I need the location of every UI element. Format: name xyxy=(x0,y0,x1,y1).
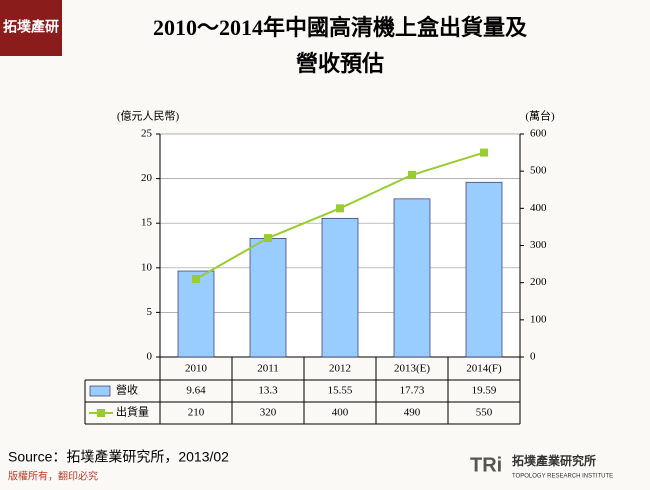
table-value: 210 xyxy=(188,407,205,419)
bar xyxy=(321,217,359,358)
y2-tick-label: 200 xyxy=(530,276,547,288)
x-tick-label: 2014(F) xyxy=(466,363,502,375)
y2-tick-label: 600 xyxy=(530,128,547,140)
y2-tick-label: 500 xyxy=(530,165,547,177)
y-tick-label: 10 xyxy=(141,261,153,273)
y2-tick-label: 100 xyxy=(530,313,547,325)
marker xyxy=(192,274,200,283)
marker xyxy=(264,234,272,243)
legend-swatch xyxy=(97,409,105,417)
logo-box xyxy=(0,0,62,56)
marker xyxy=(408,170,416,179)
logo-text: 拓墣產研 xyxy=(3,19,59,35)
table-value: 15.55 xyxy=(328,385,353,397)
x-tick-label: 2012 xyxy=(329,363,351,375)
table-value: 550 xyxy=(476,407,493,419)
y-tick-label: 25 xyxy=(141,128,153,140)
y2-tick-label: 400 xyxy=(530,202,547,214)
legend-swatch xyxy=(89,385,111,397)
y-axis-label: (億元人民幣) xyxy=(117,110,180,123)
x-tick-label: 2010 xyxy=(185,363,208,375)
brand-mark: TRi xyxy=(470,454,502,476)
brand-english: TOPOLOGY RESEARCH INSTITUTE xyxy=(512,474,613,480)
chart-title: 2010～2014年中國高清機上盒出貨量及 xyxy=(153,15,528,40)
marker xyxy=(480,148,488,157)
y-tick-label: 5 xyxy=(147,306,153,318)
y-tick-label: 20 xyxy=(141,172,153,184)
table-value: 17.73 xyxy=(400,385,425,397)
y-tick-label: 15 xyxy=(141,217,153,229)
bar xyxy=(177,270,215,358)
x-tick-label: 2013(E) xyxy=(394,363,430,375)
y-tick-label: 0 xyxy=(147,351,153,363)
marker xyxy=(336,204,344,213)
bar xyxy=(465,181,503,358)
bar xyxy=(393,198,431,358)
table-value: 9.64 xyxy=(186,385,206,397)
footer: 版權所有，翻印必究 xyxy=(8,470,98,483)
table-value: 490 xyxy=(404,407,421,419)
legend-label: 出貨量 xyxy=(116,405,149,419)
y2-tick-label: 0 xyxy=(530,351,536,363)
table-value: 13.3 xyxy=(258,385,278,397)
y2-tick-label: 300 xyxy=(530,239,547,251)
y2-axis-label: (萬台) xyxy=(525,109,555,123)
bar xyxy=(249,238,287,358)
table-value: 400 xyxy=(332,407,349,419)
legend-label: 營收 xyxy=(116,383,138,397)
x-tick-label: 2011 xyxy=(257,363,279,375)
table-value: 320 xyxy=(260,407,277,419)
brand-name: 拓墣產業研究所 xyxy=(512,453,596,468)
table-value: 19.59 xyxy=(472,385,497,397)
source: Source：拓墣產業研究所，2013/02 xyxy=(8,449,229,465)
chart-title: 營收預估 xyxy=(296,51,384,76)
